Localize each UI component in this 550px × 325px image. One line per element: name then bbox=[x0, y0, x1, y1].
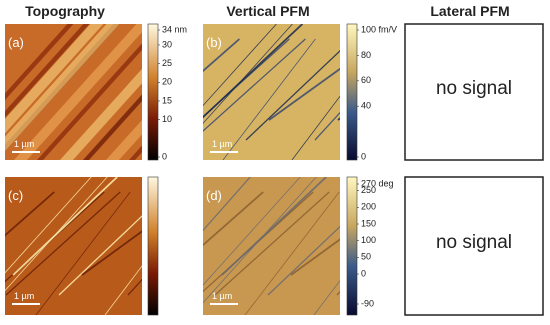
colorbar-tick-label: 80 bbox=[361, 50, 371, 60]
texture bbox=[5, 191, 55, 237]
panel-label: (d) bbox=[206, 188, 222, 203]
texture bbox=[5, 24, 90, 118]
scale-bar-label: 1 µm bbox=[14, 139, 34, 149]
texture bbox=[5, 24, 104, 134]
texture bbox=[5, 177, 92, 274]
texture bbox=[5, 24, 120, 152]
texture bbox=[5, 24, 74, 101]
colorbar-tick-label: -90 bbox=[361, 298, 374, 308]
texture bbox=[81, 230, 142, 276]
colorbar-tick-label: 15 bbox=[162, 95, 172, 105]
colorbar-tick-label: 20 bbox=[162, 77, 172, 87]
texture bbox=[58, 215, 142, 296]
scale-bar-label: 1 µm bbox=[212, 291, 232, 301]
texture bbox=[222, 38, 316, 160]
colorbar bbox=[346, 176, 358, 316]
column-title: Lateral PFM bbox=[430, 3, 509, 19]
colorbar-tick-label: 0 bbox=[162, 151, 167, 161]
panel-label: (a) bbox=[8, 35, 24, 50]
texture bbox=[203, 24, 304, 119]
colorbar bbox=[147, 23, 159, 161]
texture bbox=[290, 238, 340, 276]
texture bbox=[37, 43, 142, 160]
texture bbox=[203, 191, 264, 247]
texture bbox=[35, 191, 131, 315]
texture bbox=[313, 279, 340, 315]
colorbar bbox=[147, 176, 159, 316]
texture bbox=[129, 145, 142, 160]
texture bbox=[203, 24, 293, 124]
colorbar-tick-label: 250 bbox=[361, 185, 376, 195]
colorbar-tick-label: 0 bbox=[361, 151, 366, 161]
texture bbox=[5, 177, 108, 292]
colorbar-tick-label: 25 bbox=[162, 58, 172, 68]
empty-panel bbox=[404, 176, 544, 316]
texture bbox=[203, 38, 240, 73]
texture bbox=[5, 191, 121, 296]
colorbar-tick-label: 40 bbox=[361, 101, 371, 111]
colorbar-tick-label: 30 bbox=[162, 39, 172, 49]
scale-bar-label: 1 µm bbox=[14, 291, 34, 301]
texture bbox=[203, 38, 306, 132]
colorbar-tick-label: 100 fm/V bbox=[361, 24, 397, 34]
texture bbox=[106, 119, 142, 160]
colorbar-tick-label: 0 bbox=[361, 268, 366, 278]
texture bbox=[203, 177, 317, 304]
texture bbox=[203, 24, 277, 107]
no-signal: no signal bbox=[436, 232, 512, 253]
colorbar-tick-label: 270 deg bbox=[361, 178, 394, 188]
image-c bbox=[5, 177, 142, 315]
scale-bar-label: 1 µm bbox=[212, 139, 232, 149]
no-signal: no signal bbox=[436, 78, 512, 99]
texture bbox=[14, 24, 142, 160]
texture bbox=[314, 111, 340, 141]
texture bbox=[12, 177, 118, 276]
colorbar-tick-label: 100 bbox=[361, 235, 376, 245]
colorbar-tick-label: 34 nm bbox=[162, 24, 187, 34]
texture bbox=[203, 177, 251, 232]
colorbar-tick-label: 10 bbox=[162, 114, 172, 124]
colorbar-tick-label: 60 bbox=[361, 75, 371, 85]
texture bbox=[245, 50, 340, 141]
texture bbox=[60, 68, 142, 160]
texture bbox=[104, 265, 142, 315]
column-title: Topography bbox=[25, 3, 105, 19]
texture bbox=[291, 95, 340, 160]
panel-label: (c) bbox=[8, 188, 23, 203]
texture bbox=[244, 191, 340, 315]
column-title: Vertical PFM bbox=[226, 3, 309, 19]
colorbar-tick-label: 200 bbox=[361, 202, 376, 212]
texture bbox=[214, 191, 330, 296]
empty-panel bbox=[404, 23, 544, 161]
texture bbox=[83, 94, 142, 160]
colorbar-tick-label: 50 bbox=[361, 252, 371, 262]
texture bbox=[267, 225, 340, 296]
panel-label: (b) bbox=[206, 35, 222, 50]
colorbar bbox=[346, 23, 358, 161]
colorbar-tick-label: 150 bbox=[361, 218, 376, 228]
texture bbox=[268, 67, 340, 121]
texture bbox=[203, 177, 301, 286]
texture bbox=[221, 177, 327, 276]
